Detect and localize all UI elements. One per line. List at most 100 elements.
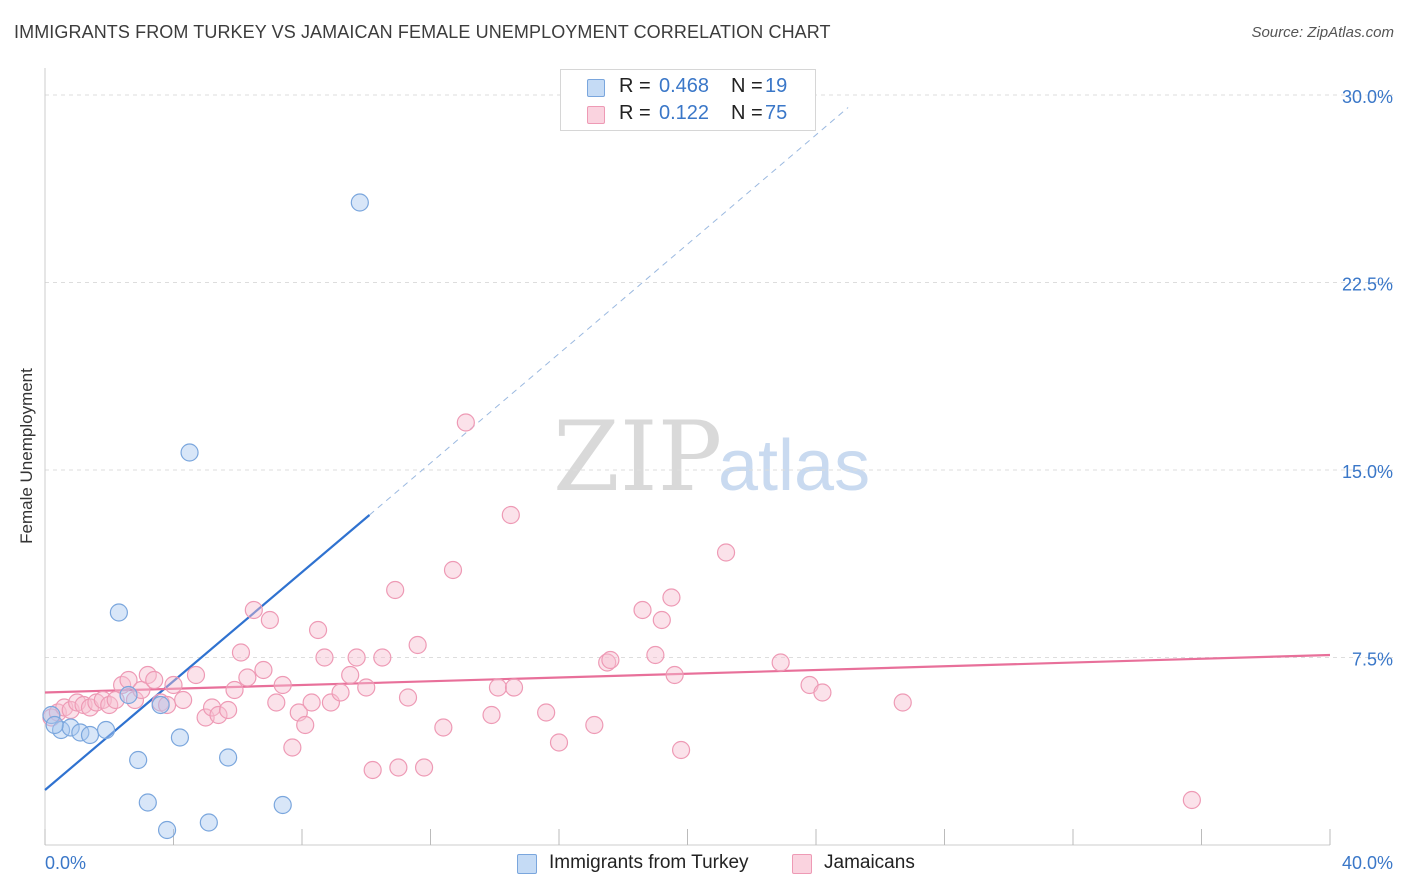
data-point-pink — [174, 690, 193, 710]
data-point-pink — [434, 718, 453, 737]
data-point-pink — [633, 600, 652, 620]
data-point-blue — [45, 715, 64, 735]
data-point-pink — [145, 670, 164, 690]
data-point-pink — [443, 560, 463, 580]
bottom-swatch-blue — [517, 854, 537, 874]
data-point-pink — [219, 700, 238, 720]
y-tick-label: 30.0% — [1342, 87, 1393, 107]
data-point-blue — [151, 695, 170, 715]
data-point-pink — [209, 705, 228, 725]
data-point-pink — [501, 505, 520, 525]
y-tick-label: 22.5% — [1342, 275, 1393, 295]
data-point-blue — [199, 813, 218, 832]
data-point-pink — [585, 715, 604, 735]
data-point-pink — [504, 678, 524, 697]
data-point-pink — [363, 760, 382, 780]
legend-n-label: N = — [731, 75, 763, 97]
x-tick-label: 40.0% — [1342, 853, 1393, 873]
watermark-zip: ZIP — [553, 401, 722, 513]
y-tick-label: 15.0% — [1342, 462, 1393, 482]
data-point-blue — [170, 728, 190, 747]
data-point-pink — [225, 680, 244, 700]
data-point-pink — [646, 645, 665, 665]
data-point-pink — [488, 678, 508, 697]
data-point-blue — [157, 820, 177, 840]
data-point-pink — [260, 610, 279, 630]
data-point-pink — [302, 693, 321, 712]
data-point-pink — [321, 693, 341, 712]
data-point-pink — [1182, 790, 1201, 810]
data-point-pink — [716, 543, 736, 562]
source-credit: Source: ZipAtlas.com — [1251, 24, 1394, 41]
data-point-pink — [273, 675, 292, 695]
data-point-pink — [398, 688, 418, 707]
data-point-blue — [129, 750, 148, 770]
watermark-atlas: atlas — [718, 426, 870, 506]
trend-line-blue — [44, 514, 371, 791]
legend-r-value: 0.468 — [658, 75, 710, 97]
data-point-pink — [408, 635, 427, 655]
gridlines — [45, 94, 1395, 658]
trend-line-pink — [44, 653, 1331, 694]
data-point-pink — [283, 738, 302, 757]
bottom-swatch-pink — [792, 854, 812, 874]
data-point-blue — [138, 793, 157, 812]
data-point-pink — [231, 643, 251, 662]
data-point-pink — [771, 653, 790, 672]
legend-n-value: 19 — [765, 75, 788, 97]
data-point-pink — [315, 648, 334, 667]
data-point-pink — [665, 665, 684, 685]
data-point-pink — [308, 620, 328, 640]
data-point-pink — [601, 650, 620, 670]
data-point-pink — [119, 670, 138, 690]
data-point-pink — [238, 668, 257, 687]
data-point-blue — [350, 193, 369, 212]
trend-extension-blue — [369, 107, 849, 516]
data-point-blue — [109, 603, 128, 622]
data-point-pink — [389, 758, 408, 777]
legend-r-label: R = — [619, 75, 651, 97]
bottom-legend-label: Immigrants from Turkey — [549, 852, 749, 873]
legend-n-value: 75 — [765, 102, 788, 124]
data-point-pink — [598, 653, 617, 672]
data-point-pink — [813, 683, 832, 702]
data-point-pink — [373, 648, 392, 667]
legend-swatch-blue — [587, 79, 605, 97]
x-tick-label: 0.0% — [45, 853, 86, 873]
data-point-pink — [414, 758, 434, 777]
data-point-pink — [296, 715, 315, 735]
data-point-pink — [164, 675, 183, 695]
legend-swatch-pink — [587, 106, 605, 124]
data-point-pink — [652, 610, 671, 630]
data-point-blue — [96, 720, 116, 740]
data-point-pink — [347, 648, 366, 667]
y-tick-label: 7.5% — [1352, 650, 1393, 670]
stats-legend: R = 0.468 N = 19 R = 0.122 N = 75 — [560, 69, 816, 131]
data-point-pink — [186, 665, 206, 685]
data-point-pink — [662, 588, 681, 607]
legend-r-label: R = — [619, 102, 651, 124]
data-point-blue — [273, 795, 292, 815]
data-point-pink — [244, 600, 263, 620]
data-point-blue — [42, 705, 61, 725]
data-point-blue — [80, 725, 100, 745]
data-point-blue — [119, 685, 138, 705]
data-point-pink — [537, 703, 556, 722]
data-point-pink — [456, 413, 475, 432]
data-point-pink — [893, 693, 912, 712]
chart-title: IMMIGRANTS FROM TURKEY VS JAMAICAN FEMAL… — [14, 22, 831, 42]
data-point-pink — [331, 683, 350, 702]
data-point-pink — [267, 693, 286, 712]
bottom-legend-label: Jamaicans — [824, 852, 915, 873]
data-point-pink — [549, 733, 569, 752]
data-point-pink — [671, 740, 691, 760]
data-point-blue — [219, 748, 238, 767]
tick-labels: 7.5% 15.0% 22.5% 30.0% 0.0% 40.0% — [45, 87, 1393, 873]
trend-lines — [44, 107, 1331, 791]
data-point-pink — [386, 580, 405, 600]
data-point-blue — [180, 443, 199, 462]
data-point-pink — [254, 660, 273, 680]
data-points — [42, 193, 1201, 840]
legend-n-label: N = — [731, 102, 763, 124]
